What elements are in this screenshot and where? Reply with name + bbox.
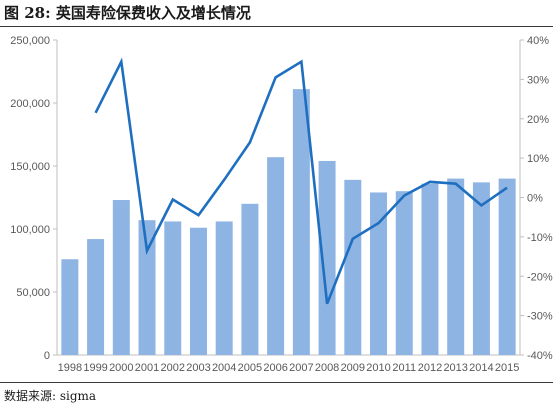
bar-2006	[267, 157, 285, 355]
bar-2000	[112, 200, 130, 355]
bar-2002	[164, 221, 182, 355]
bar-2008	[318, 160, 336, 355]
bar-2012	[421, 183, 439, 355]
x-axis-tick-label: 2015	[495, 362, 519, 374]
bar-2010	[370, 192, 388, 355]
x-axis-tick-label: 2011	[392, 362, 416, 374]
bar-1998	[61, 259, 79, 355]
bar-2001	[138, 220, 156, 355]
x-axis-tick-label: 1999	[83, 362, 107, 374]
left-axis-tick-label: 100,000	[10, 224, 50, 236]
bar-2007	[292, 89, 310, 355]
x-axis-tick-label: 2000	[109, 362, 133, 374]
x-axis-tick-label: 2012	[418, 362, 442, 374]
left-axis-tick-label: 0	[44, 350, 50, 362]
right-axis-tick-label: -40%	[527, 350, 553, 362]
bar-2015	[498, 178, 516, 355]
left-axis-tick-label: 250,000	[10, 35, 50, 47]
bar-2011	[395, 191, 413, 355]
x-axis-tick-label: 2004	[212, 362, 236, 374]
chart: 0 50,000 100,000 150,000 200,000 250,000 -40% -…	[10, 35, 553, 374]
right-axis-tick-label: -30%	[527, 311, 553, 323]
x-axis-tick-label: 2007	[289, 362, 313, 374]
x-axis-tick-label: 1998	[58, 362, 82, 374]
bar-2009	[344, 179, 362, 355]
x-axis-tick-label: 2005	[238, 362, 262, 374]
left-axis-tick-label: 200,000	[10, 98, 50, 110]
top-rule	[0, 26, 553, 27]
right-axis-tick-label: 20%	[527, 114, 549, 126]
right-axis-tick-label: -20%	[527, 271, 553, 283]
right-axis-tick-label: 0%	[527, 193, 543, 205]
bar-2014	[472, 182, 490, 355]
left-axis-tick-label: 50,000	[16, 287, 50, 299]
bottom-rule	[0, 382, 553, 383]
bar-2013	[447, 178, 465, 355]
x-axis-tick-label: 2010	[366, 362, 390, 374]
bar-2004	[215, 221, 233, 355]
bar-1999	[87, 239, 105, 355]
left-axis-tick-label: 150,000	[10, 161, 50, 173]
growth-rate-line	[94, 57, 508, 305]
x-axis-tick-label: 2001	[135, 362, 159, 374]
bar-2003	[189, 227, 207, 355]
x-axis-tick-label: 2006	[263, 362, 287, 374]
x-axis-tick-label: 2014	[469, 362, 493, 374]
x-axis-tick-label: 2013	[443, 362, 467, 374]
right-axis-tick-label: 30%	[527, 74, 549, 86]
x-axis-tick-label: 2003	[186, 362, 210, 374]
x-axis-tick-label: 2002	[161, 362, 185, 374]
chart-title: 图 28: 英国寿险保费收入及增长情况	[4, 4, 251, 22]
x-axis-tick-label: 2009	[341, 362, 365, 374]
right-axis-tick-label: -10%	[527, 232, 553, 244]
x-axis-tick-label: 2008	[315, 362, 339, 374]
source-note: 数据来源: sigma	[4, 389, 97, 403]
bar-2005	[241, 203, 259, 355]
right-axis-tick-label: 10%	[527, 153, 549, 165]
right-axis-tick-label: 40%	[527, 35, 549, 47]
